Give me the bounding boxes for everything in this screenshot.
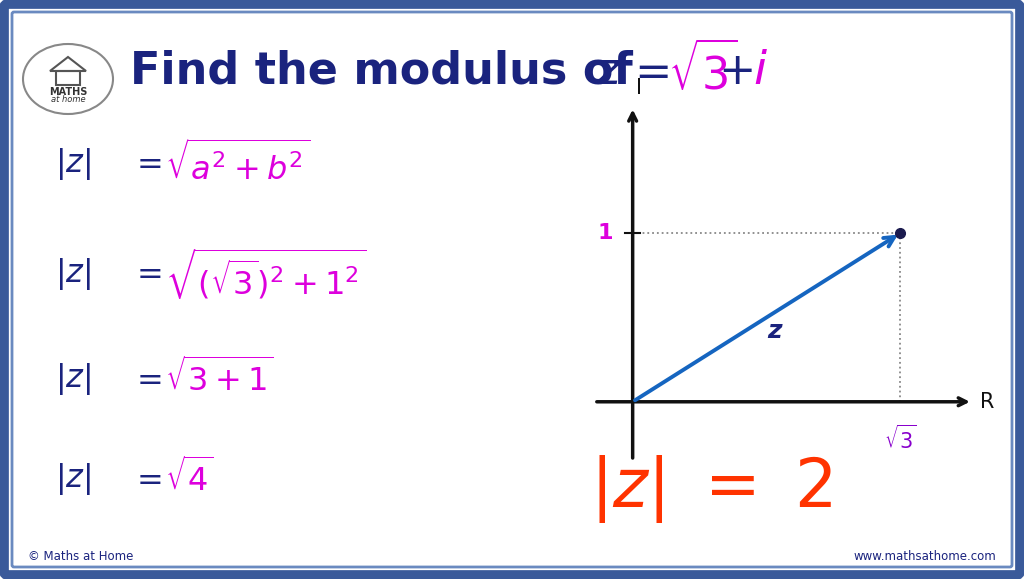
Text: $\sqrt{3}$: $\sqrt{3}$ <box>668 43 737 100</box>
Text: $=$: $=$ <box>130 364 162 394</box>
Text: $|z|$: $|z|$ <box>55 361 91 397</box>
Text: $\sqrt{(\sqrt{3})^2+1^2}$: $\sqrt{(\sqrt{3})^2+1^2}$ <box>165 246 366 302</box>
Text: $=$: $=$ <box>626 49 670 93</box>
Text: Find the modulus of: Find the modulus of <box>130 49 648 93</box>
Text: $|z|$: $|z|$ <box>55 256 91 292</box>
Text: R: R <box>980 392 994 412</box>
Text: $=$: $=$ <box>130 258 162 290</box>
Text: I: I <box>636 78 642 98</box>
Text: $|z|$: $|z|$ <box>55 146 91 182</box>
Text: $\sqrt{3}$: $\sqrt{3}$ <box>884 425 916 453</box>
Text: $\sqrt{3+1}$: $\sqrt{3+1}$ <box>165 359 273 399</box>
Text: MATHS: MATHS <box>49 87 87 97</box>
Text: $+$: $+$ <box>718 49 753 93</box>
Text: $=$: $=$ <box>130 464 162 494</box>
Text: $\sqrt{a^2+b^2}$: $\sqrt{a^2+b^2}$ <box>165 141 310 187</box>
Text: $z$: $z$ <box>596 49 623 93</box>
Text: $=$: $=$ <box>130 148 162 179</box>
Text: © Maths at Home: © Maths at Home <box>28 551 133 563</box>
Text: at home: at home <box>50 96 85 104</box>
Text: www.mathsathome.com: www.mathsathome.com <box>853 551 996 563</box>
Text: $|z|\ =\ 2$: $|z|\ =\ 2$ <box>590 453 833 525</box>
Bar <box>56 71 80 85</box>
Text: $|z|$: $|z|$ <box>55 461 91 497</box>
Text: $i$: $i$ <box>753 49 768 93</box>
Ellipse shape <box>23 44 113 114</box>
Text: 1: 1 <box>597 223 612 243</box>
FancyBboxPatch shape <box>4 4 1020 575</box>
Text: z: z <box>767 319 781 343</box>
Text: $\sqrt{4}$: $\sqrt{4}$ <box>165 459 214 499</box>
